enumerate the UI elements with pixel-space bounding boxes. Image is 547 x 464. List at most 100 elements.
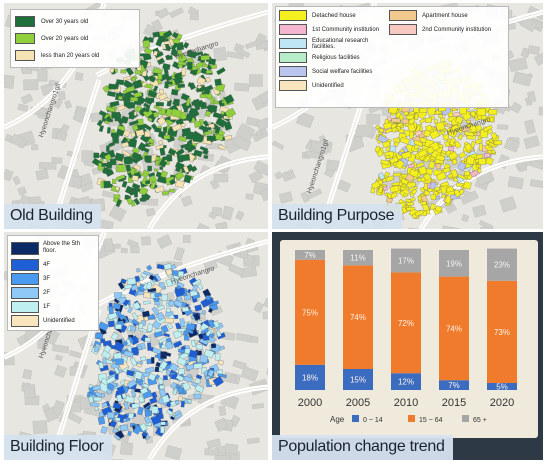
study-area-building: [380, 159, 390, 166]
study-area-building: [147, 89, 158, 99]
study-area-building: [476, 164, 481, 168]
study-area-building: [441, 194, 446, 199]
study-area-building: [146, 281, 153, 290]
legend-label: Religious facilities: [312, 54, 360, 61]
study-area-building: [132, 79, 143, 90]
study-area-building: [185, 131, 194, 140]
study-area-building: [493, 140, 502, 145]
study-area-building: [201, 309, 206, 315]
surrounding-building: [229, 375, 236, 384]
study-area-building: [162, 155, 171, 161]
study-area-building: [212, 375, 224, 387]
study-area-building: [155, 102, 164, 107]
study-area-building: [116, 164, 126, 173]
legend-title: Age: [330, 415, 345, 424]
study-area-building: [465, 119, 471, 124]
surrounding-building: [181, 195, 193, 207]
study-area-building: [100, 425, 108, 434]
study-area-building: [459, 107, 467, 115]
study-area-building: [386, 115, 392, 122]
study-area-building: [176, 52, 188, 64]
study-area-building: [123, 350, 134, 358]
legend-item: 1F: [11, 300, 95, 314]
panel-caption: Population change trend: [272, 435, 453, 460]
study-area-building: [182, 41, 190, 49]
study-area-building: [470, 140, 476, 148]
study-area-building: [128, 189, 136, 196]
surrounding-building: [39, 162, 57, 170]
study-area-building: [414, 129, 423, 137]
study-area-building: [127, 172, 133, 179]
study-area-building: [161, 294, 168, 301]
study-area-building: [159, 147, 166, 156]
study-area-building: [158, 139, 164, 146]
study-area-building: [176, 386, 185, 394]
study-area-building: [106, 127, 111, 134]
study-area-building: [132, 425, 142, 435]
study-area-building: [132, 147, 140, 154]
study-area-building: [160, 426, 165, 434]
study-area-building: [155, 38, 163, 47]
building-purpose-map-panel: Hyeonchangro Hyeonchangro1gil Detached h…: [272, 3, 543, 229]
study-area-building: [123, 75, 132, 81]
study-area-building: [212, 112, 223, 119]
legend-label: 4F: [43, 262, 51, 268]
study-area-building: [123, 283, 133, 290]
study-area-building: [112, 402, 121, 409]
study-area-building: [116, 394, 123, 403]
study-area-building: [112, 302, 121, 310]
study-area-building: [451, 124, 460, 133]
legend-swatch: [279, 38, 307, 49]
study-area-building: [141, 310, 151, 318]
study-area-building: [423, 154, 431, 163]
study-area-building: [197, 283, 204, 291]
study-area-building: [149, 180, 157, 190]
legend-swatch: [279, 80, 307, 91]
study-area-building: [215, 330, 222, 338]
legend-item: Apartment house: [389, 9, 501, 22]
study-area-building: [384, 155, 391, 159]
surrounding-building: [20, 93, 34, 105]
study-area-building: [173, 299, 183, 308]
surrounding-building: [119, 442, 134, 456]
study-area-building: [418, 165, 428, 176]
study-area-building: [190, 339, 197, 348]
bar-segment-2010-1: [391, 272, 421, 374]
study-area-building: [428, 160, 436, 169]
surrounding-building: [4, 169, 14, 182]
study-area-building: [101, 162, 110, 167]
study-area-building: [401, 151, 412, 160]
study-area-building: [123, 401, 130, 410]
study-area-building: [177, 368, 185, 375]
study-area-building: [200, 327, 210, 335]
study-area-building: [205, 69, 213, 74]
surrounding-building: [55, 354, 63, 361]
study-area-building: [147, 137, 155, 145]
study-area-building: [152, 111, 159, 118]
surrounding-building: [213, 173, 229, 183]
study-area-building: [194, 378, 201, 384]
study-area-building: [154, 292, 162, 298]
study-area-building: [185, 328, 194, 335]
study-area-building: [442, 134, 450, 141]
study-area-building: [405, 198, 412, 203]
surrounding-building: [258, 87, 268, 105]
study-area-building: [114, 113, 122, 122]
study-area-building: [176, 295, 183, 302]
study-area-building: [139, 307, 145, 312]
legend-item: Over 20 years old: [15, 30, 135, 47]
surrounding-building: [55, 130, 68, 142]
bar-segment-2015-2: [439, 250, 469, 277]
study-area-building: [171, 270, 179, 277]
study-area-building: [419, 118, 427, 124]
study-area-building: [192, 278, 202, 287]
study-area-building: [165, 277, 176, 287]
study-area-building: [386, 192, 393, 200]
study-area-building: [205, 329, 212, 337]
x-tick-label-2020: 2020: [490, 397, 514, 409]
surrounding-building: [503, 137, 520, 153]
study-area-building: [165, 340, 174, 350]
study-area-building: [414, 144, 420, 150]
x-tick-label-2015: 2015: [442, 397, 466, 409]
panel-caption: Building Purpose: [272, 204, 403, 229]
